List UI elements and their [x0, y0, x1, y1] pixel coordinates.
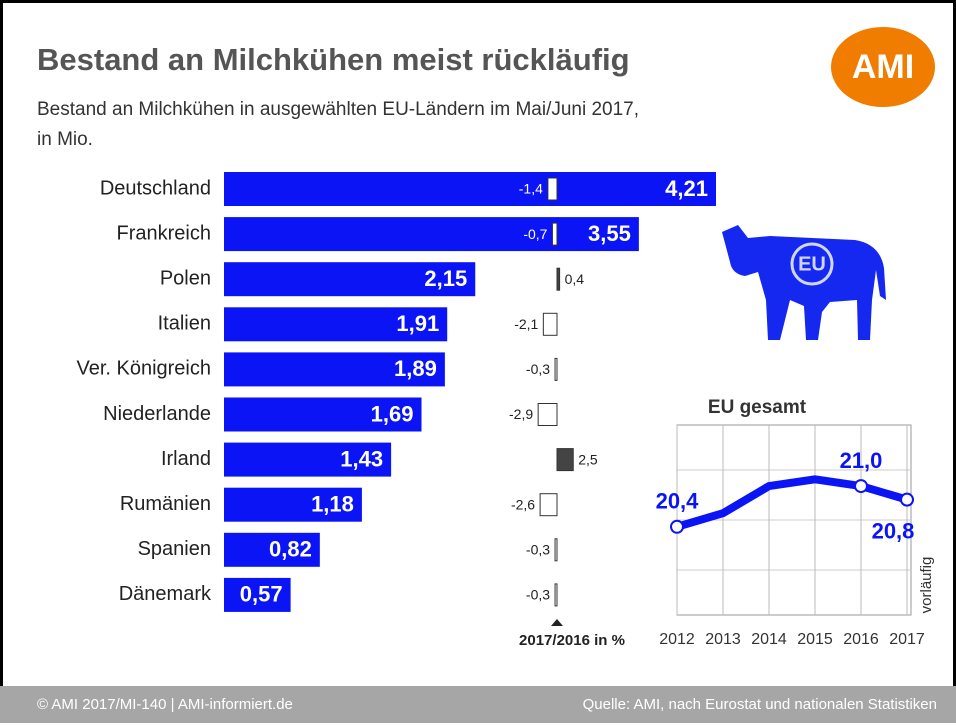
note: vorläufig [918, 557, 935, 614]
value-label: 3,55 [588, 221, 631, 246]
value-label: 4,21 [665, 176, 708, 201]
x-tick-label: 2015 [797, 631, 833, 648]
category-label: Deutschland [100, 177, 211, 199]
change-label: -2,9 [509, 406, 533, 422]
value-label: 1,69 [371, 401, 414, 426]
change-label: -0,7 [523, 226, 547, 242]
change-label: 2,5 [578, 451, 598, 467]
x-tick-label: 2013 [705, 631, 741, 648]
line-value-label: 20,4 [656, 489, 700, 514]
value-label: 1,18 [311, 492, 354, 517]
change-bar [555, 584, 557, 606]
change-bar [555, 539, 557, 561]
footer-right: Quelle: AMI, nach Eurostat und nationale… [583, 696, 937, 713]
line-value-label: 20,8 [872, 518, 915, 543]
change-bar [543, 313, 557, 335]
category-label: Frankreich [117, 222, 211, 244]
change-label: -2,6 [511, 496, 535, 512]
infographic: Bestand an Milchkühen meist rückläufig B… [0, 0, 956, 723]
change-bar [555, 358, 557, 380]
category-label: Irland [161, 448, 211, 470]
category-label: Rumänien [120, 493, 211, 515]
x-tick-label: 2012 [659, 631, 695, 648]
bar [224, 172, 716, 206]
subtitle: Bestand an Milchkühen in ausgewählten EU… [37, 99, 639, 120]
value-label: 1,43 [340, 446, 383, 471]
x-tick-label: 2017 [889, 631, 925, 648]
x-tick-label: 2014 [751, 631, 787, 648]
change-label: -2,1 [514, 316, 538, 332]
value-label: 2,15 [424, 266, 467, 291]
marker [855, 480, 867, 492]
change-bar [557, 268, 560, 290]
change-label: -0,3 [526, 542, 550, 558]
change-bar [557, 449, 573, 471]
category-label: Spanien [138, 538, 211, 560]
change-bar [548, 178, 557, 200]
category-label: Polen [160, 267, 211, 289]
marker [901, 494, 913, 506]
title: Bestand an Milchkühen meist rückläufig [37, 42, 630, 77]
value-label: 1,91 [396, 311, 439, 336]
category-label: Dänemark [119, 583, 212, 605]
line-value-label: 21,0 [840, 448, 883, 473]
change-label: 0,4 [565, 271, 585, 287]
change-axis-label: 2017/2016 in % [519, 632, 625, 649]
change-label: -1,4 [519, 181, 543, 197]
cow-label: EU [798, 253, 826, 275]
marker [671, 521, 683, 533]
category-label: Italien [158, 313, 211, 335]
category-label: Ver. Königreich [76, 358, 211, 380]
category-label: Niederlande [103, 403, 211, 425]
change-label: -0,3 [526, 587, 550, 603]
change-label: -0,3 [526, 361, 550, 377]
bar [224, 217, 639, 251]
footer-left: © AMI 2017/MI-140 | AMI-informiert.de [37, 696, 293, 713]
change-bar [538, 404, 557, 426]
change-bar [540, 494, 557, 516]
value-label: 0,57 [240, 582, 283, 607]
change-bar [552, 223, 557, 245]
value-label: 1,89 [394, 356, 437, 381]
logo: AMI [852, 48, 914, 86]
line-title: EU gesamt [708, 397, 807, 418]
x-tick-label: 2016 [843, 631, 879, 648]
value-label: 0,82 [269, 537, 312, 562]
subtitle: in Mio. [37, 129, 93, 150]
